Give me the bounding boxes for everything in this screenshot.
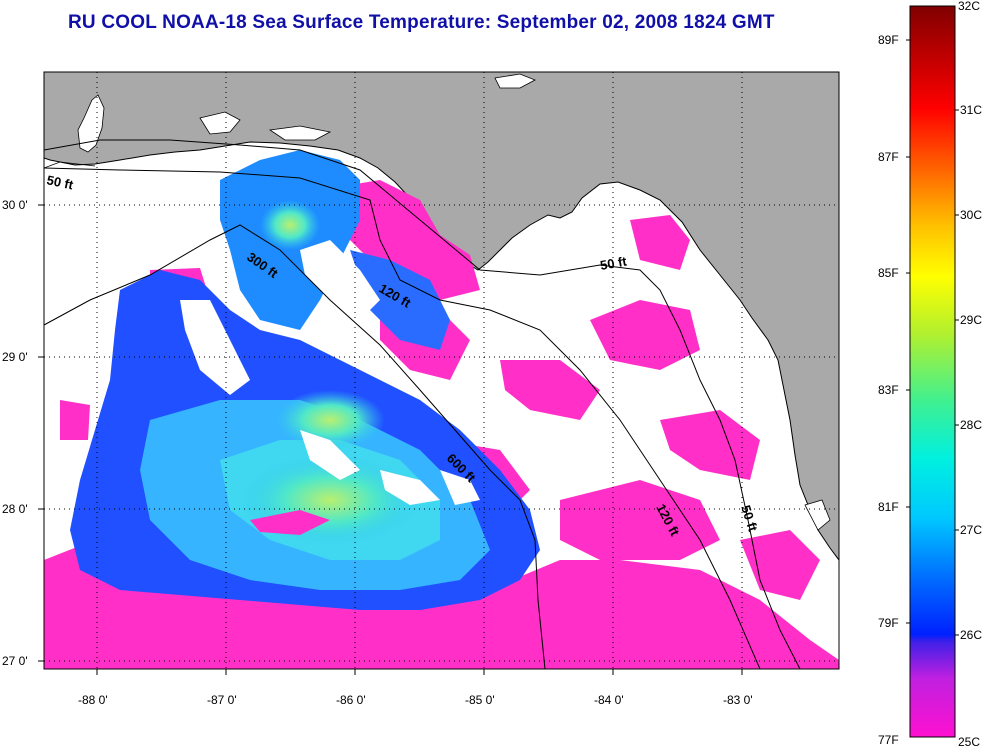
fahrenheit-label: 85F xyxy=(878,266,899,280)
lat-label: 27 0' xyxy=(2,654,28,668)
map-area xyxy=(44,72,839,669)
lon-label: -87 0' xyxy=(207,693,237,707)
lat-label: 29 0' xyxy=(2,350,28,364)
lon-label: -86 0' xyxy=(336,693,366,707)
celsius-label: 31C xyxy=(960,103,982,117)
depth-contours xyxy=(44,139,801,669)
fahrenheit-label: 83F xyxy=(878,383,899,397)
celsius-label: 25C xyxy=(958,735,980,749)
celsius-label: 26C xyxy=(960,628,982,642)
celsius-label: 29C xyxy=(960,313,982,327)
map-title: RU COOL NOAA-18 Sea Surface Temperature:… xyxy=(68,12,775,33)
contour-label: 50 ft xyxy=(45,172,75,192)
celsius-label: 30C xyxy=(960,208,982,222)
lon-label: -83 0' xyxy=(723,693,753,707)
lon-label: -85 0' xyxy=(465,693,495,707)
color-scale xyxy=(909,5,956,738)
land-region xyxy=(44,72,839,561)
fahrenheit-label: 87F xyxy=(878,150,899,164)
contour-label: 50 ft xyxy=(599,253,629,273)
fahrenheit-label: 81F xyxy=(878,500,899,514)
lat-label: 30 0' xyxy=(2,198,28,212)
map-frame xyxy=(43,71,840,670)
celsius-label: 27C xyxy=(960,523,982,537)
lon-label: -84 0' xyxy=(594,693,624,707)
color-bar: 32C 31C 30C 29C 28C 27C 26C 25C 89F 87F … xyxy=(878,0,982,749)
fahrenheit-label: 77F xyxy=(878,733,899,747)
celsius-label: 28C xyxy=(960,418,982,432)
latitude-labels: 30 0' 29 0' 28 0' 27 0' xyxy=(2,198,28,668)
fahrenheit-label: 79F xyxy=(878,616,899,630)
lat-label: 28 0' xyxy=(2,502,28,516)
sst-field xyxy=(70,150,540,610)
celsius-label: 32C xyxy=(958,0,980,13)
longitude-labels: -88 0' -87 0' -86 0' -85 0' -84 0' -83 0… xyxy=(78,693,753,707)
lon-label: -88 0' xyxy=(78,693,108,707)
axis-ticks xyxy=(38,204,743,675)
fahrenheit-label: 89F xyxy=(878,33,899,47)
